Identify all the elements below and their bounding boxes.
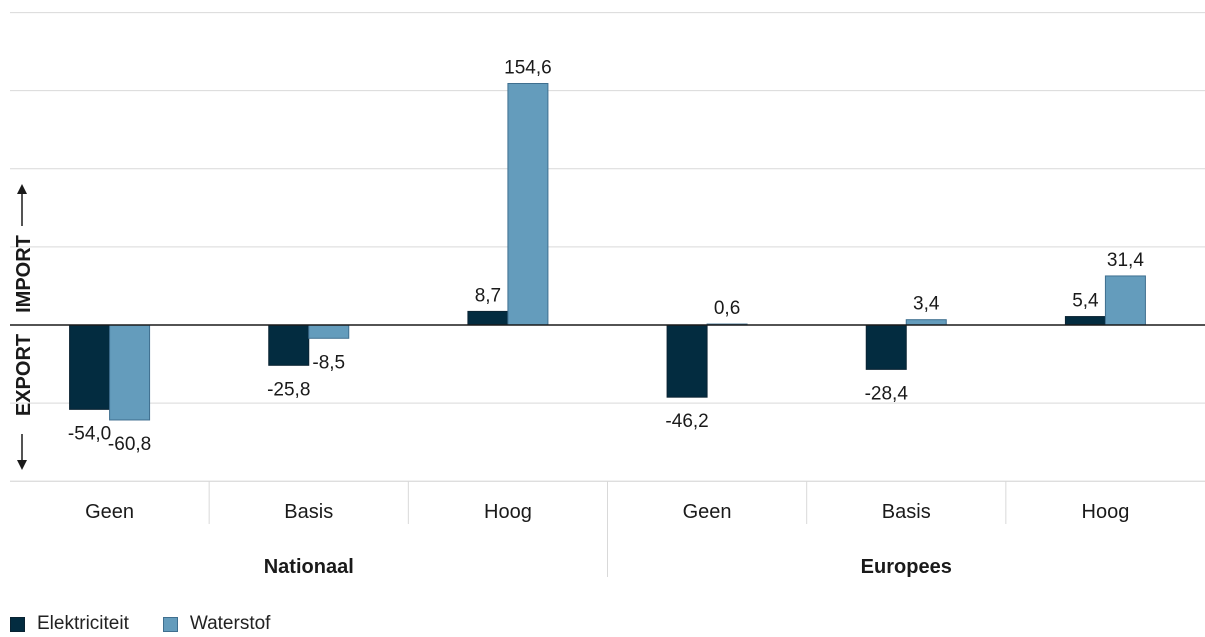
category-label-1: Basis	[284, 501, 333, 523]
value-labels: -54,0 -25,8 8,7 -46,2 -28,4 5,4 -60,8 -8,5 154,6…	[68, 57, 1144, 454]
bar-waterstof-0	[109, 324, 151, 421]
category-label-5: Hoog	[1082, 501, 1130, 523]
bar-chart: -54,0 -25,8 8,7 -46,2 -28,4 5,4 -60,8 -8,5 154,6…	[10, 12, 1205, 578]
legend-swatch-elektriciteit	[10, 616, 25, 632]
bars	[69, 82, 1146, 421]
value-label-waterstof-4: 3,4	[913, 294, 940, 315]
bar-elektriciteit-5	[1064, 316, 1106, 326]
y-axis-label-export: EXPORT	[13, 334, 35, 416]
legend: Elektriciteit Waterstof	[10, 612, 304, 636]
value-label-elektriciteit-1: -25,8	[267, 379, 310, 400]
value-label-waterstof-0: -60,8	[108, 434, 151, 455]
value-label-waterstof-3: 0,6	[714, 298, 740, 319]
bar-waterstof-2	[507, 82, 549, 326]
bar-elektriciteit-0	[69, 324, 111, 410]
y-axis-label-import: IMPORT	[13, 235, 35, 313]
value-label-elektriciteit-5: 5,4	[1072, 291, 1099, 312]
group-labels: Nationaal Europees	[264, 556, 952, 578]
value-label-elektriciteit-3: -46,2	[665, 411, 708, 432]
group-label-europees: Europees	[861, 556, 952, 578]
category-separators	[208, 481, 1007, 577]
legend-item-waterstof: Waterstof	[162, 613, 271, 635]
group-label-nationaal: Nationaal	[264, 556, 354, 578]
category-labels: Geen Basis Hoog Geen Basis Hoog	[85, 501, 1129, 523]
value-label-elektriciteit-4: -28,4	[865, 383, 909, 404]
category-label-2: Hoog	[484, 501, 532, 523]
bar-elektriciteit-3	[666, 324, 708, 398]
gridlines	[10, 12, 1205, 482]
value-label-elektriciteit-2: 8,7	[475, 285, 501, 306]
bar-elektriciteit-4	[865, 324, 907, 370]
bar-elektriciteit-1	[268, 324, 310, 366]
value-label-waterstof-2: 154,6	[504, 57, 552, 78]
category-label-0: Geen	[85, 501, 134, 523]
value-label-waterstof-5: 31,4	[1107, 250, 1144, 271]
y-axis-title: IMPORT EXPORT	[13, 184, 35, 470]
legend-label-elektriciteit: Elektriciteit	[37, 613, 129, 634]
bar-waterstof-4	[905, 319, 947, 326]
value-label-waterstof-1: -8,5	[312, 352, 345, 373]
category-label-3: Geen	[683, 501, 732, 523]
legend-item-elektriciteit: Elektriciteit	[10, 613, 129, 635]
bar-waterstof-5	[1104, 275, 1146, 326]
bar-elektriciteit-2	[467, 310, 509, 326]
value-label-elektriciteit-0: -54,0	[68, 423, 111, 444]
legend-label-waterstof: Waterstof	[189, 613, 271, 634]
arrow-down-icon	[17, 434, 27, 470]
legend-swatch-waterstof	[162, 616, 178, 632]
arrow-up-icon	[17, 184, 27, 226]
category-label-4: Basis	[882, 501, 931, 523]
bar-waterstof-1	[308, 324, 350, 339]
